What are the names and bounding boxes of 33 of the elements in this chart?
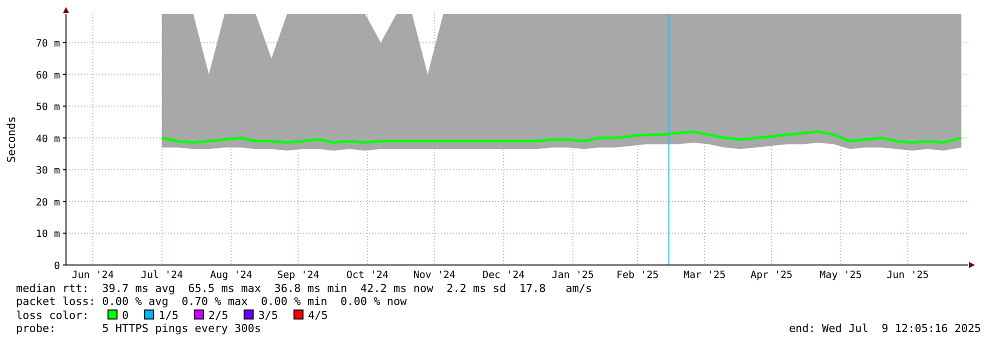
text: end: Wed Jul 9 12:05:16 2025 <box>788 322 981 335</box>
line-series <box>160 130 963 144</box>
x-tick-label: Jun '25 <box>886 270 929 281</box>
y-tick-label: 40 m <box>36 134 60 145</box>
x-tick-label: Aug '24 <box>210 270 252 281</box>
y-tick-label: 70 m <box>36 38 60 50</box>
y-tick-label: 10 m <box>36 229 60 240</box>
legend-label: 2/5 <box>208 309 228 322</box>
x-tick-label: Nov '24 <box>413 270 456 281</box>
legend-label: 3/5 <box>258 309 278 322</box>
x-tick-label: Jun '24 <box>72 270 114 281</box>
y-tick-label: 20 m <box>36 197 60 208</box>
x-tick-label: Dec '24 <box>482 270 525 281</box>
y-tick-label: 60 m <box>36 70 60 82</box>
legend-label: 4/5 <box>308 309 328 322</box>
text: probe: 5 HTTPS pings every 300s <box>16 322 262 335</box>
y-tick-label: 30 m <box>36 166 60 177</box>
text: packet loss: 0.00 % avg 0.70 % max 0.00 % min 0.00 % now <box>16 295 408 308</box>
legend-label: 1/5 <box>158 309 178 322</box>
y-tick-label: 50 m <box>36 102 60 114</box>
legend-title: loss color: <box>16 309 89 322</box>
x-tick-label: Jan '25 <box>552 270 594 281</box>
x-tick-label: Apr '25 <box>750 270 793 281</box>
x-tick-label: Mar '25 <box>683 270 726 281</box>
x-tick-label: Feb '25 <box>616 270 659 281</box>
x-tick-label: Sep '24 <box>277 270 320 281</box>
y-axis-title: Seconds <box>5 116 18 163</box>
legend-label: 0 <box>122 309 129 322</box>
y-tick-label: 0 <box>54 261 60 272</box>
text: median rtt: 39.7 ms avg 65.5 ms max 36.8 ms min 42.2 ms now 2.2 ms sd 17.8 am/s <box>16 282 592 295</box>
x-tick-label: Oct '24 <box>346 270 388 281</box>
x-tick-label: May '25 <box>820 270 862 281</box>
x-tick-label: Jul '24 <box>140 270 184 281</box>
